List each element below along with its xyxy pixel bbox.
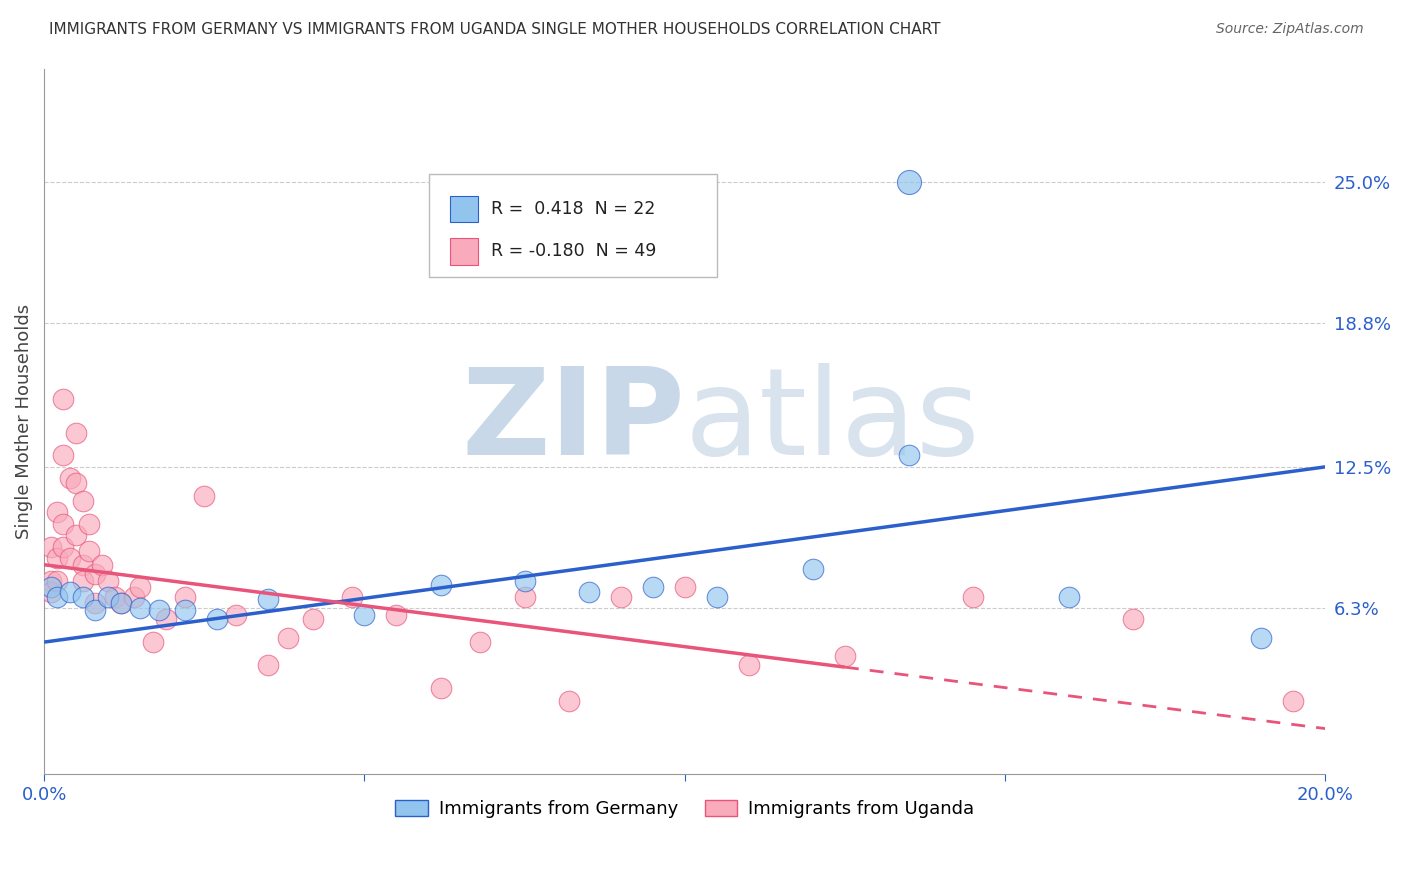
Point <box>84 603 107 617</box>
Point <box>1057 590 1080 604</box>
Point <box>72 558 94 572</box>
Point <box>174 590 197 604</box>
Point <box>302 612 325 626</box>
Point <box>155 612 177 626</box>
Text: ZIP: ZIP <box>461 363 685 480</box>
Point <box>225 607 247 622</box>
Point <box>706 590 728 604</box>
Point <box>84 566 107 581</box>
Text: Source: ZipAtlas.com: Source: ZipAtlas.com <box>1216 22 1364 37</box>
Point <box>129 601 152 615</box>
Point <box>962 590 984 604</box>
Point <box>385 607 408 622</box>
FancyBboxPatch shape <box>450 195 478 222</box>
Point <box>52 392 75 406</box>
Point <box>45 574 67 588</box>
Point <box>257 657 280 672</box>
FancyBboxPatch shape <box>450 238 478 265</box>
Point <box>90 558 112 572</box>
Point <box>513 590 536 604</box>
Point <box>72 494 94 508</box>
Point <box>353 607 375 622</box>
Point <box>39 585 62 599</box>
Point <box>72 574 94 588</box>
Point <box>39 574 62 588</box>
Point <box>1282 694 1305 708</box>
Point <box>110 596 132 610</box>
Point <box>558 694 581 708</box>
Point <box>103 590 125 604</box>
Point <box>39 581 62 595</box>
Point <box>52 516 75 531</box>
Text: atlas: atlas <box>685 363 980 480</box>
Point <box>142 635 165 649</box>
Point <box>45 550 67 565</box>
Point <box>430 681 453 695</box>
Point <box>834 648 856 663</box>
Point <box>898 175 921 189</box>
Point <box>122 590 145 604</box>
Point <box>738 657 761 672</box>
Point <box>65 425 87 440</box>
Point <box>84 596 107 610</box>
Point <box>59 585 82 599</box>
Point <box>45 590 67 604</box>
Point <box>52 540 75 554</box>
Point <box>148 603 170 617</box>
Point <box>468 635 491 649</box>
Point <box>52 449 75 463</box>
Point <box>641 581 664 595</box>
Point <box>45 505 67 519</box>
Point <box>97 590 120 604</box>
Point <box>77 516 100 531</box>
Point <box>277 631 299 645</box>
Point <box>340 590 363 604</box>
Text: R = -0.180  N = 49: R = -0.180 N = 49 <box>491 243 657 260</box>
Legend: Immigrants from Germany, Immigrants from Uganda: Immigrants from Germany, Immigrants from… <box>388 792 981 825</box>
Point <box>673 581 696 595</box>
Point <box>898 449 921 463</box>
Point <box>129 581 152 595</box>
Point <box>205 612 228 626</box>
Point <box>1250 631 1272 645</box>
Point <box>801 562 824 576</box>
Point <box>609 590 631 604</box>
Point <box>193 490 215 504</box>
Point <box>65 475 87 490</box>
Point <box>578 585 600 599</box>
Point <box>1122 612 1144 626</box>
Point <box>72 590 94 604</box>
Text: R =  0.418  N = 22: R = 0.418 N = 22 <box>491 200 655 218</box>
FancyBboxPatch shape <box>429 174 717 277</box>
Point <box>430 578 453 592</box>
Point <box>110 596 132 610</box>
Point <box>257 591 280 606</box>
Point <box>174 603 197 617</box>
Point <box>59 550 82 565</box>
Point <box>59 471 82 485</box>
Text: IMMIGRANTS FROM GERMANY VS IMMIGRANTS FROM UGANDA SINGLE MOTHER HOUSEHOLDS CORRE: IMMIGRANTS FROM GERMANY VS IMMIGRANTS FR… <box>49 22 941 37</box>
Point <box>97 574 120 588</box>
Y-axis label: Single Mother Households: Single Mother Households <box>15 304 32 539</box>
Point <box>77 544 100 558</box>
Point <box>39 540 62 554</box>
Point <box>65 528 87 542</box>
Point <box>513 574 536 588</box>
